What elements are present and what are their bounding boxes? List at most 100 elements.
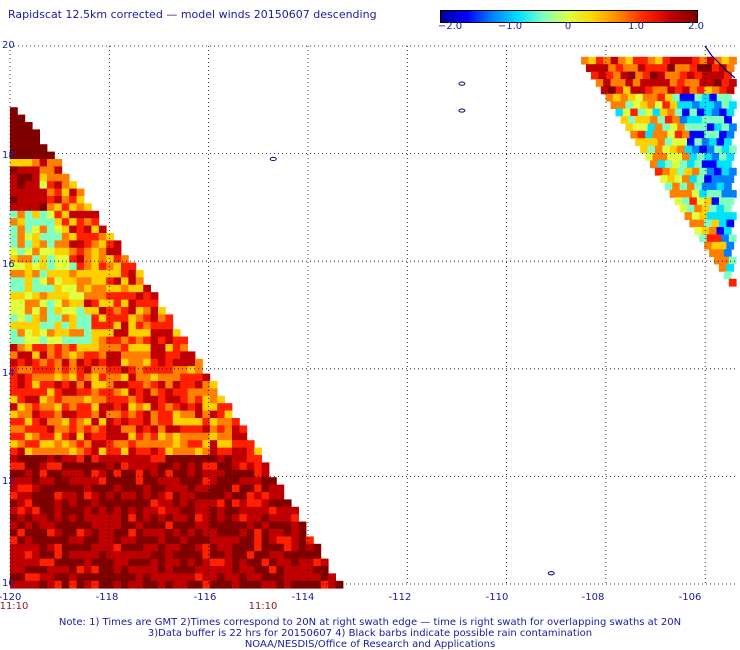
swath-cell: [217, 462, 225, 471]
swath-cell: [209, 514, 218, 522]
swath-cell: [54, 566, 63, 574]
swath-cell: [24, 136, 33, 145]
swath-cell: [47, 447, 55, 456]
swath-cell: [721, 212, 730, 220]
swath-cell: [172, 566, 181, 574]
swath-cell: [195, 381, 203, 389]
swath-cell: [246, 514, 255, 522]
swath-cell: [76, 307, 85, 315]
swath-cell: [150, 506, 159, 515]
swath-cell: [135, 336, 144, 345]
swath-cell: [39, 210, 48, 219]
swath-cell: [10, 395, 18, 404]
swath-cell: [10, 247, 18, 256]
swath-cell: [246, 573, 255, 582]
swath-cell: [91, 247, 100, 256]
swath-cell: [595, 56, 604, 65]
swath-cell: [150, 499, 159, 508]
swath-cell: [697, 64, 705, 72]
swath-cell: [679, 204, 688, 213]
swath-cell: [664, 71, 673, 80]
swath-cell: [91, 366, 100, 374]
swath-cell: [121, 566, 129, 574]
swath-cell: [24, 240, 33, 249]
swath-cell: [69, 255, 77, 263]
swath-cell: [180, 492, 188, 500]
swath-cell: [202, 418, 211, 426]
swath-cell: [32, 188, 40, 197]
swath-cell: [10, 455, 18, 463]
swath-cell: [113, 329, 122, 337]
swath-cell: [143, 484, 151, 493]
swath-cell: [158, 329, 166, 337]
swath-cell: [54, 255, 63, 263]
swath-cell: [726, 64, 735, 72]
swath-cell: [10, 566, 18, 574]
swath-cell: [84, 403, 92, 411]
swath-cell: [691, 167, 700, 176]
swath-cell: [239, 447, 248, 456]
swath-cell: [39, 566, 48, 574]
swath-cell: [246, 543, 255, 552]
swath-cell: [69, 196, 77, 204]
swath-cell: [232, 418, 240, 426]
swath-cell: [335, 580, 344, 589]
swath-cell: [113, 418, 122, 426]
swath-cell: [677, 101, 685, 109]
swath-cell: [54, 573, 63, 582]
swath-cell: [10, 240, 18, 249]
swath-cell: [17, 159, 26, 167]
swath-cell: [106, 329, 114, 337]
swath-cell: [91, 299, 100, 308]
swath-cell: [113, 395, 122, 404]
swath-cell: [10, 336, 18, 345]
swath-cell: [158, 344, 166, 352]
swath-cell: [106, 543, 114, 552]
swath-cell: [232, 558, 240, 567]
swath-cell: [217, 580, 225, 589]
swath-cell: [239, 566, 248, 574]
swath-cell: [69, 344, 77, 352]
swath-cell: [76, 188, 85, 197]
swath-cell: [687, 182, 695, 191]
swath-cell: [143, 462, 151, 471]
lat-label-20: 20: [2, 40, 15, 51]
swath-cell: [217, 477, 225, 485]
swath-cell: [158, 447, 166, 456]
swath-cell: [10, 129, 18, 138]
swath-cell: [24, 506, 33, 515]
swath-cell: [84, 580, 92, 589]
swath-cell: [657, 71, 666, 80]
swath-cell: [91, 432, 100, 441]
swath-cell: [128, 284, 137, 293]
swath-cell: [106, 336, 114, 345]
swath-cell: [150, 455, 159, 463]
swath-cell: [625, 56, 634, 65]
swath-cell: [135, 418, 144, 426]
swath-cell: [135, 381, 144, 389]
swath-cell: [679, 182, 688, 191]
swath-cell: [714, 256, 722, 265]
swath-cell: [84, 329, 92, 337]
swath-cell: [645, 86, 653, 95]
swath-cell: [143, 373, 151, 382]
swath-cell: [17, 218, 26, 226]
swath-cell: [620, 71, 629, 80]
swath-cell: [32, 543, 40, 552]
swath-cell: [180, 558, 188, 567]
swath-cell: [106, 484, 114, 493]
swath-cell: [32, 203, 40, 212]
swath-cell: [187, 447, 196, 456]
coastline: [704, 45, 736, 79]
swath-cell: [195, 388, 203, 397]
swath-cell: [150, 344, 159, 352]
swath-cell: [328, 580, 336, 589]
swath-cell: [76, 203, 85, 212]
swath-cell: [195, 366, 203, 374]
swath-cell: [195, 418, 203, 426]
swath-cell: [69, 410, 77, 419]
swath-cell: [224, 558, 233, 567]
swath-cell: [187, 551, 196, 559]
swath-cell: [91, 447, 100, 456]
swath-cell: [724, 116, 732, 124]
